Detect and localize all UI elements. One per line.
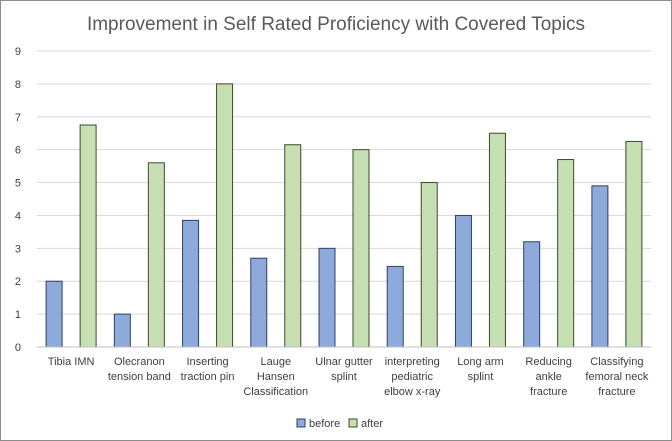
x-category-label: Lauge xyxy=(260,356,291,368)
bar-before-0 xyxy=(45,280,63,348)
x-category-label: Olecranon xyxy=(114,356,165,368)
y-tick-label: 9 xyxy=(15,46,21,58)
bar-after-5 xyxy=(420,182,438,348)
bar-after-8 xyxy=(625,140,643,348)
bar-after-4 xyxy=(352,149,370,348)
x-category-label: tension band xyxy=(108,371,171,383)
bar-before-5 xyxy=(386,265,404,348)
x-category-label: pediatric xyxy=(391,371,433,383)
x-category-label: femoral neck xyxy=(585,371,648,383)
bar-before-2 xyxy=(182,219,200,348)
legend-label-after: after xyxy=(361,418,383,430)
x-category-label: Long arm xyxy=(457,356,503,368)
y-tick-label: 0 xyxy=(15,342,21,354)
bar-after-7 xyxy=(557,159,575,348)
bar-before-7 xyxy=(523,241,541,348)
bar-before-1 xyxy=(113,313,131,348)
x-category-label: Classifying xyxy=(590,356,643,368)
bar-after-3 xyxy=(284,144,302,348)
x-category-label: fracture xyxy=(598,386,635,398)
x-category-label: Ulnar gutter xyxy=(315,356,373,368)
bar-before-8 xyxy=(591,185,609,348)
x-category-label: elbow x-ray xyxy=(384,386,441,398)
bar-after-1 xyxy=(147,162,165,348)
x-category-label: Reducing xyxy=(525,356,571,368)
bar-before-6 xyxy=(454,214,472,348)
y-tick-label: 3 xyxy=(15,243,21,255)
x-category-label: Classification xyxy=(243,386,308,398)
legend-swatch-before xyxy=(296,418,306,428)
x-category-label: Inserting xyxy=(186,356,228,368)
y-tick-label: 6 xyxy=(15,145,21,157)
y-tick-label: 2 xyxy=(15,276,21,288)
x-category-label: traction pin xyxy=(181,371,235,383)
x-category-label: splint xyxy=(468,371,494,383)
x-category-label: ankle xyxy=(536,371,562,383)
y-tick-label: 7 xyxy=(15,112,21,124)
y-tick-label: 4 xyxy=(15,210,21,222)
x-category-label: splint xyxy=(331,371,357,383)
bar-after-6 xyxy=(488,132,506,348)
x-category-label: fracture xyxy=(530,386,567,398)
legend-label-before: before xyxy=(309,418,340,430)
bar-before-4 xyxy=(318,247,336,348)
y-tick-label: 5 xyxy=(15,178,21,190)
y-tick-label: 1 xyxy=(15,309,21,321)
x-category-label: Tibia IMN xyxy=(48,356,95,368)
x-category-label: Hansen xyxy=(257,371,295,383)
y-tick-label: 8 xyxy=(15,79,21,91)
bar-after-0 xyxy=(79,124,97,348)
legend-swatch-after xyxy=(348,418,358,428)
x-category-label: interpreting xyxy=(385,356,440,368)
bar-before-3 xyxy=(250,257,268,348)
bar-after-2 xyxy=(216,83,234,348)
chart-title: Improvement in Self Rated Proficiency wi… xyxy=(87,14,585,35)
